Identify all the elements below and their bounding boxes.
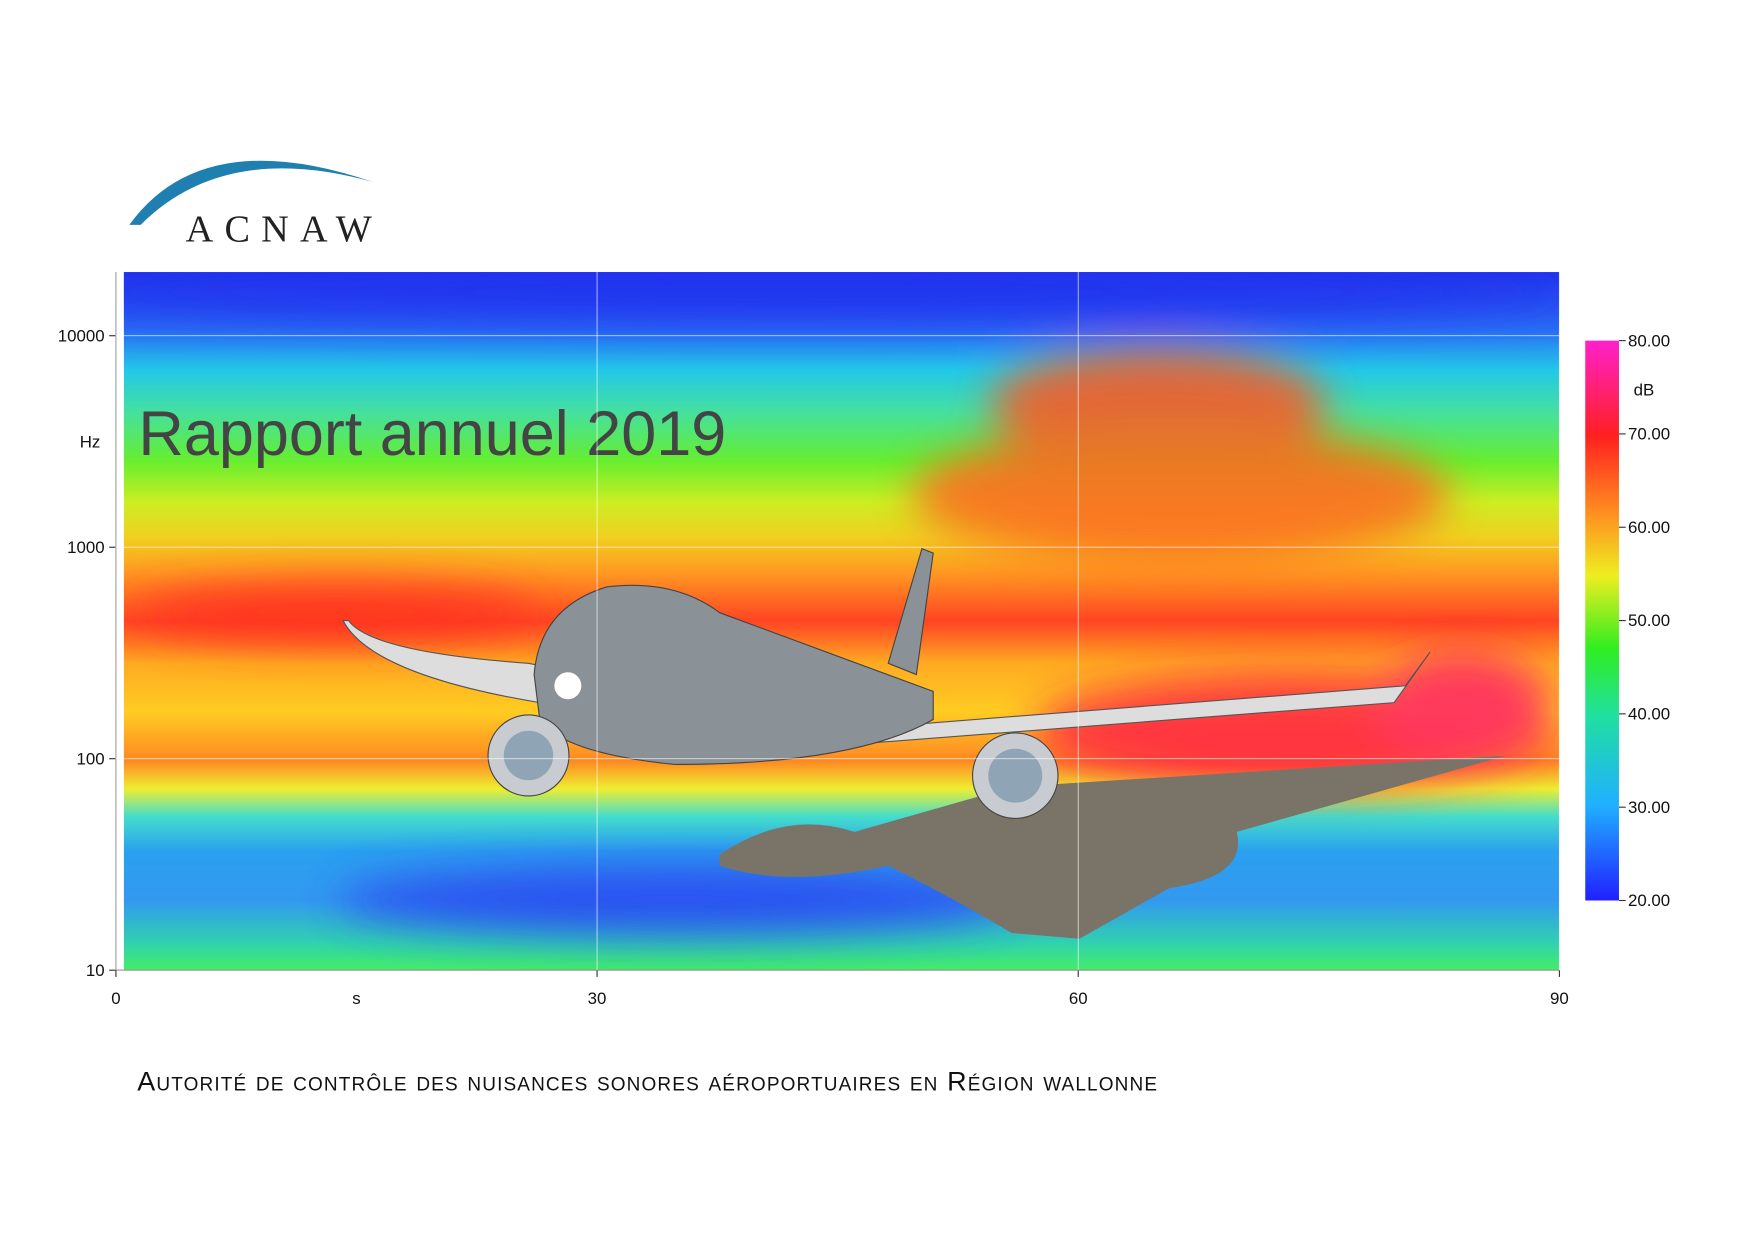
colorbar (1585, 340, 1619, 901)
y-tick-label: 10 (86, 961, 105, 980)
colorbar-tick-label: 50.00 (1628, 611, 1670, 630)
colorbar-tick-label: 80.00 (1628, 331, 1670, 350)
logo: ACNAW (129, 160, 384, 251)
colorbar-tick-label: 60.00 (1628, 518, 1670, 537)
logo-text: ACNAW (186, 209, 384, 251)
y-tick-label: 100 (77, 749, 105, 768)
y-axis-label: Hz (80, 432, 101, 451)
x-axis-label: s (352, 989, 360, 1008)
x-tick-label: 30 (588, 989, 607, 1008)
x-tick-label: 60 (1069, 989, 1088, 1008)
colorbar-tick-label: 40.00 (1628, 704, 1670, 723)
y-tick-label: 1000 (67, 538, 105, 557)
report-subtitle: Autorité de contrôle des nuisances sonor… (137, 1066, 1158, 1096)
x-tick-label: 0 (111, 989, 120, 1008)
spectrogram (123, 272, 1560, 971)
airplane (342, 547, 1507, 939)
x-tick-label: 90 (1550, 989, 1569, 1008)
colorbar-tick-label: 30.00 (1628, 798, 1670, 817)
logo-arc (129, 160, 374, 225)
y-tick-label: 10000 (58, 326, 105, 345)
colorbar-tick-label: 20.00 (1628, 891, 1670, 910)
report-title: Rapport annuel 2019 (138, 399, 726, 469)
colorbar-tick-label: 70.00 (1628, 425, 1670, 444)
colorbar-label: dB (1634, 381, 1655, 400)
